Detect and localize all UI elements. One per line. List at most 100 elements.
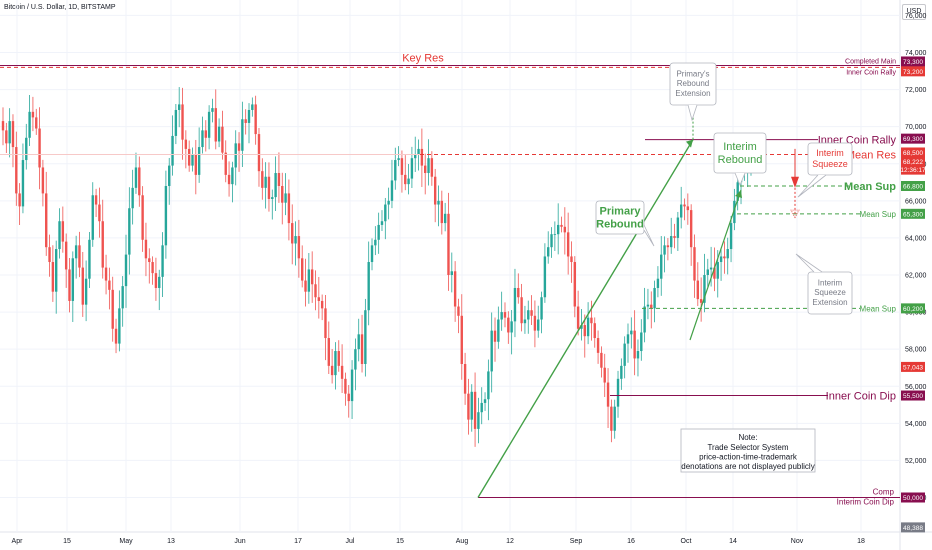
price-tag-bg — [901, 522, 925, 533]
note-box-frame — [680, 428, 816, 473]
x-tick-label: May — [119, 538, 133, 545]
candle-body — [277, 173, 281, 186]
candle — [709, 246, 713, 287]
x-tick-label: Jul — [346, 538, 355, 545]
candle-body — [543, 256, 547, 298]
candle — [88, 231, 91, 289]
candle — [148, 248, 151, 284]
candle — [424, 153, 427, 195]
candle-body — [257, 134, 261, 172]
candle-body — [467, 393, 470, 420]
candle — [729, 215, 733, 263]
candle-body — [380, 221, 384, 225]
y-tick-label: 58,000 — [905, 347, 927, 354]
price-tag: 73,300 — [901, 56, 925, 67]
candle — [207, 105, 211, 150]
mean-sup-label-2: Mean Sup — [860, 210, 897, 219]
candle-body — [194, 154, 198, 175]
candle-body — [374, 239, 377, 246]
candle — [8, 108, 11, 158]
candle-body — [98, 204, 101, 222]
candle — [493, 317, 497, 362]
candle — [158, 269, 161, 311]
candle — [440, 190, 444, 235]
candle — [693, 234, 696, 298]
candle — [61, 206, 65, 253]
candle — [370, 238, 374, 271]
candle — [267, 162, 271, 212]
key-res-label: Key Res — [402, 52, 444, 64]
candle — [41, 159, 45, 207]
candle-body — [74, 245, 78, 259]
candle — [650, 291, 653, 329]
candle-body — [556, 224, 560, 235]
price-tag-bg — [901, 147, 925, 158]
interim-rebound-arrowhead — [735, 190, 742, 198]
candle — [1, 107, 5, 146]
candle — [696, 262, 700, 307]
candle-body — [713, 267, 716, 279]
candle-body — [503, 312, 507, 318]
candle — [699, 277, 703, 322]
candle — [94, 188, 98, 217]
candle-body — [480, 402, 483, 413]
candle — [310, 251, 314, 303]
candle — [467, 378, 470, 435]
candle-body — [683, 204, 686, 207]
x-tick-label: 14 — [729, 538, 737, 545]
candle-body — [124, 254, 128, 287]
price-tag-bg — [901, 361, 925, 372]
candle-body — [64, 241, 68, 270]
candle — [224, 140, 227, 183]
candle — [374, 226, 377, 256]
candle — [566, 212, 570, 275]
candle — [104, 254, 108, 295]
candle — [291, 204, 294, 265]
primary-rebound-line — [477, 139, 694, 498]
candle-body — [723, 256, 726, 259]
candle-body — [450, 271, 453, 275]
candle-body — [673, 236, 676, 238]
primary-rebound-arrowhead — [686, 139, 693, 148]
candle-body — [410, 158, 414, 179]
candle-body — [570, 256, 573, 263]
price-tag: 60,200 — [901, 303, 925, 314]
candle — [600, 346, 603, 378]
primary-extension-callout-text: Primary's — [676, 70, 709, 79]
candle — [390, 159, 394, 209]
candle — [663, 236, 666, 273]
candle — [204, 120, 207, 152]
candle-body — [507, 317, 510, 333]
candle — [473, 372, 477, 447]
candle-body — [600, 352, 603, 368]
candle — [460, 294, 463, 380]
candle-body — [656, 278, 660, 288]
candle — [670, 217, 673, 254]
candle — [480, 387, 483, 425]
candle — [380, 210, 384, 231]
candle — [164, 170, 168, 259]
candle — [74, 235, 78, 279]
price-tag-label: 73,300 — [903, 59, 923, 66]
candle-body — [487, 371, 490, 400]
candle-body — [18, 193, 21, 207]
candle-body — [513, 287, 517, 322]
candle — [350, 360, 354, 419]
price-tag-bg — [901, 56, 925, 67]
currency-button[interactable]: USD — [902, 4, 926, 20]
candle-body — [620, 365, 623, 379]
candle-body — [537, 319, 540, 331]
candle-body — [530, 310, 533, 316]
candle-body — [580, 325, 583, 329]
candle-body — [613, 406, 616, 431]
inner-coin-rally-upper-label: Inner Coin Rally — [846, 69, 896, 76]
inner-coin-dip-label: Inner Coin Dip — [826, 391, 896, 403]
candle — [11, 114, 15, 168]
candle — [320, 294, 324, 321]
price-tag: 48,388 — [901, 522, 925, 533]
candle-body — [337, 351, 340, 366]
candle — [121, 276, 124, 327]
candle-body — [287, 193, 291, 224]
